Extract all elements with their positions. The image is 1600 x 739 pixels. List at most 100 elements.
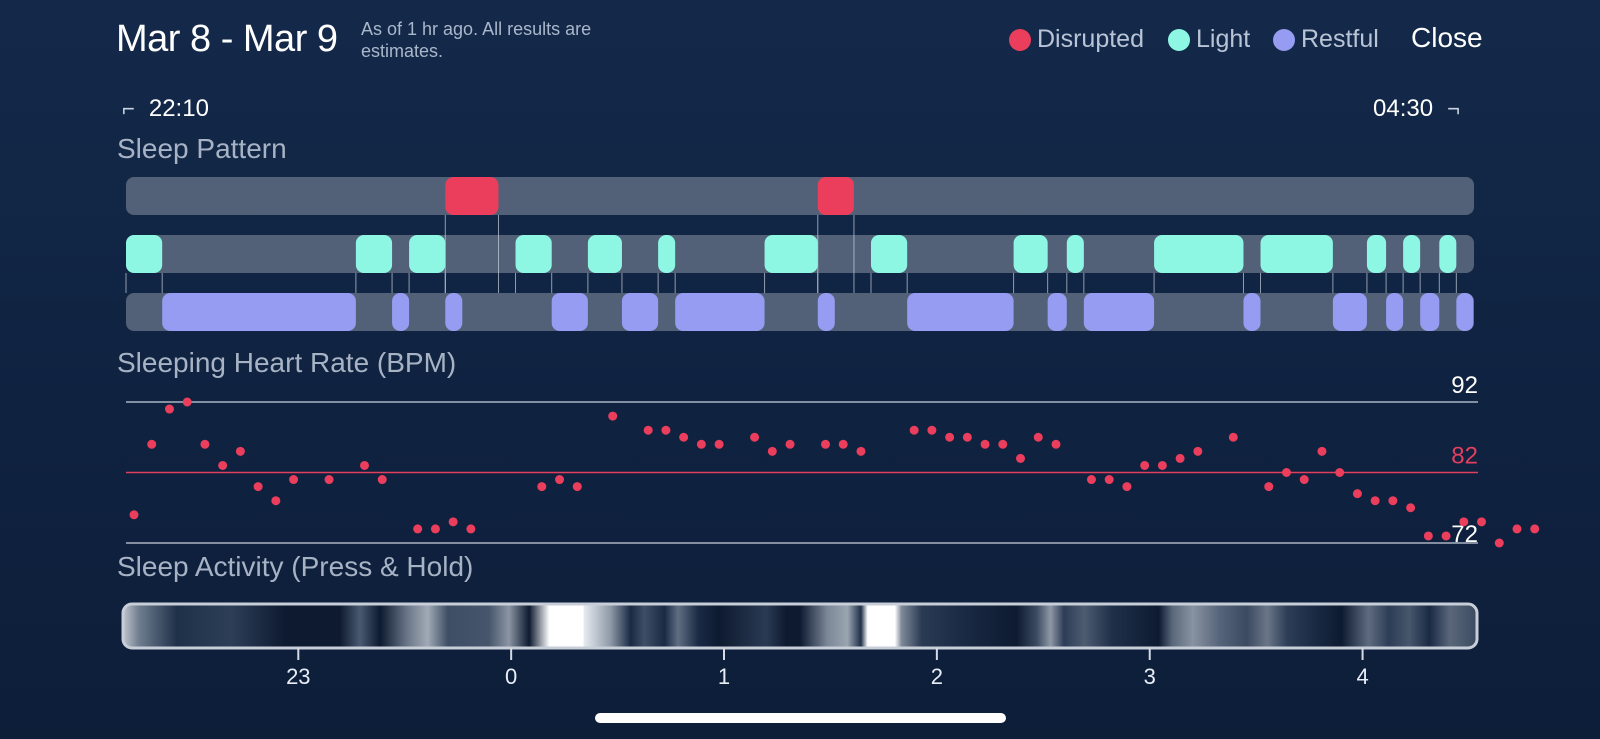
hr-point	[1388, 496, 1398, 506]
restful-segment	[817, 293, 835, 331]
hr-point	[1104, 475, 1114, 485]
legend-restful: Restful	[1273, 25, 1379, 54]
light-segment	[1403, 235, 1421, 273]
sleep-activity-heading: Sleep Activity (Press & Hold)	[117, 551, 474, 582]
restful-segment	[907, 293, 1014, 331]
hr-point	[253, 482, 263, 492]
restful-segment	[162, 293, 356, 331]
hr-point	[1175, 453, 1185, 463]
hr-max-label: 92	[1451, 372, 1478, 399]
hr-point	[200, 439, 210, 449]
legend-light-label: Light	[1196, 25, 1251, 53]
hr-point	[1423, 531, 1433, 541]
light-segment	[870, 235, 908, 273]
activity-tick-label: 0	[505, 664, 517, 689]
start-time-label: 22:10	[148, 95, 209, 122]
hr-point	[945, 432, 955, 442]
restful-segment	[1420, 293, 1440, 331]
hr-point	[1530, 524, 1540, 534]
hr-point	[1016, 453, 1026, 463]
end-time: 04:30 ¬	[1373, 95, 1460, 123]
restful-segment	[1332, 293, 1367, 331]
activity-tick-label: 3	[1144, 664, 1156, 689]
hr-point	[1086, 475, 1096, 485]
sleep-activity-bar[interactable]	[121, 602, 1479, 650]
hr-point	[767, 446, 777, 456]
light-segment	[355, 235, 393, 273]
restful-segment	[1386, 293, 1404, 331]
legend-disrupted-label: Disrupted	[1037, 25, 1144, 53]
hr-point	[1477, 517, 1487, 527]
light-segment	[1013, 235, 1048, 273]
light-segment	[1439, 235, 1457, 273]
hr-point	[129, 510, 139, 520]
start-time: ⌐ 22:10	[122, 95, 209, 123]
close-button[interactable]: Close	[1411, 22, 1483, 53]
hr-point	[962, 432, 972, 442]
heart-rate-heading: Sleeping Heart Rate (BPM)	[117, 347, 457, 378]
hr-point	[909, 425, 919, 435]
light-dot-icon	[1168, 28, 1190, 51]
corner-bracket-right-icon: ¬	[1447, 96, 1460, 121]
legend-disrupted: Disrupted	[1009, 25, 1144, 54]
hr-point	[572, 482, 582, 492]
restful-dot-icon	[1273, 28, 1295, 51]
hr-point	[661, 425, 671, 435]
light-segment	[587, 235, 622, 273]
activity-tick-label: 4	[1356, 664, 1368, 689]
hr-point	[324, 475, 334, 485]
hr-point	[980, 439, 990, 449]
hr-point	[1317, 446, 1327, 456]
restful-segment	[1456, 293, 1474, 331]
hr-point	[1406, 503, 1416, 513]
hr-point	[608, 411, 618, 421]
hr-point	[679, 432, 689, 442]
restful-segment	[1083, 293, 1155, 331]
hr-point	[1228, 432, 1238, 442]
hr-point	[555, 475, 565, 485]
activity-tick-label: 23	[286, 664, 310, 689]
hr-point	[218, 460, 228, 470]
hr-point	[182, 397, 192, 407]
hr-point	[1370, 496, 1380, 506]
hr-point	[1335, 468, 1345, 477]
restful-segment	[445, 293, 463, 331]
hr-point	[714, 439, 724, 449]
hr-point	[413, 524, 423, 534]
hr-point	[856, 446, 866, 456]
corner-bracket-left-icon: ⌐	[122, 96, 135, 121]
track-disrupted	[126, 177, 1474, 215]
hr-point	[466, 524, 476, 534]
end-time-label: 04:30	[1373, 95, 1434, 122]
restful-segment	[551, 293, 588, 331]
hr-point	[1193, 446, 1203, 456]
hr-avg-label: 82	[1451, 443, 1478, 470]
hr-point	[430, 524, 440, 534]
disrupted-dot-icon	[1009, 28, 1031, 51]
light-segment	[1154, 235, 1244, 273]
hr-point	[1441, 531, 1451, 541]
home-indicator[interactable]	[595, 713, 1006, 723]
hr-point	[750, 432, 760, 442]
hr-point	[696, 439, 706, 449]
legend-restful-label: Restful	[1301, 25, 1379, 53]
light-segment	[1260, 235, 1333, 273]
hr-point	[1051, 439, 1061, 449]
hr-point	[235, 446, 245, 456]
hr-point	[359, 460, 369, 470]
hr-point	[820, 439, 830, 449]
light-segment	[515, 235, 552, 273]
hr-point	[1140, 460, 1150, 470]
hr-point	[448, 517, 458, 527]
hr-point	[1281, 468, 1291, 477]
restful-segment	[1047, 293, 1067, 331]
disrupted-segment	[817, 177, 854, 215]
estimate-note: As of 1 hr ago. All results are estimate…	[361, 19, 592, 61]
restful-segment	[621, 293, 659, 331]
hr-point	[377, 475, 387, 485]
light-segment	[764, 235, 818, 273]
hr-point	[1352, 489, 1362, 499]
restful-segment	[1243, 293, 1261, 331]
hr-point	[537, 482, 547, 492]
